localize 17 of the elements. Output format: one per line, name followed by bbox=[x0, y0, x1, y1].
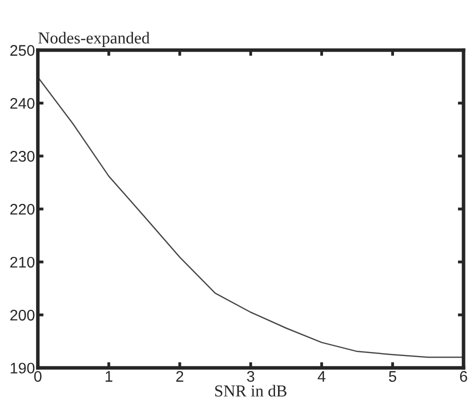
x-tick-label: 4 bbox=[318, 371, 326, 382]
y-tick-label: 210 bbox=[10, 256, 34, 268]
y-tick-label: 220 bbox=[10, 204, 34, 215]
line-series bbox=[38, 76, 464, 358]
y-tick-label: 190 bbox=[10, 362, 34, 374]
x-tick-label: 1 bbox=[106, 371, 112, 382]
x-tick-label: 0 bbox=[34, 371, 42, 382]
x-tick-label: 6 bbox=[460, 371, 468, 382]
x-tick-label: 5 bbox=[388, 371, 396, 382]
y-axis-title: Nodes-expanded bbox=[38, 32, 150, 47]
y-tick-label: 240 bbox=[10, 98, 34, 109]
y-tick-label: 200 bbox=[10, 310, 34, 321]
y-tick-label: 250 bbox=[10, 45, 34, 56]
y-tick-label: 230 bbox=[10, 150, 34, 162]
x-axis-title: SNR in dB bbox=[215, 384, 286, 397]
x-tick-label: 2 bbox=[176, 371, 184, 382]
x-tick-label: 3 bbox=[247, 371, 254, 382]
